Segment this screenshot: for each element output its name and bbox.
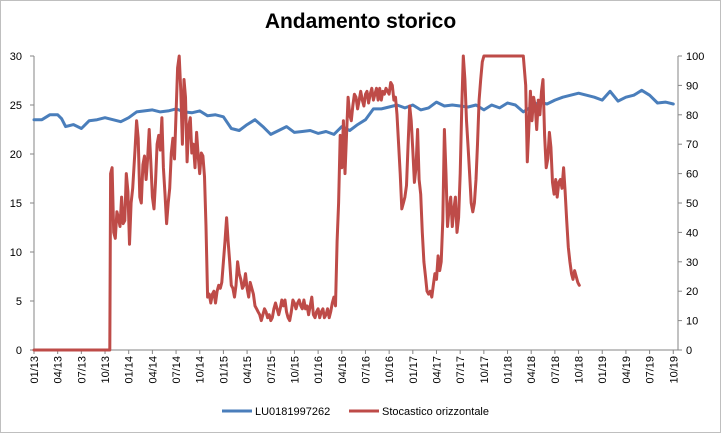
left-y-tick-label: 30 [10, 51, 22, 63]
x-tick-label: 07/13 [76, 356, 88, 384]
x-tick-label: 01/14 [124, 356, 136, 384]
x-tick-label: 07/16 [360, 356, 372, 384]
x-tick-label: 10/14 [195, 356, 207, 384]
right-y-tick-label: 10 [686, 316, 698, 328]
x-tick-label: 07/18 [550, 356, 562, 384]
series-line-stocastico-orizzontale [32, 54, 581, 352]
chart-title: Andamento storico [264, 10, 457, 33]
x-tick-label: 04/13 [53, 356, 65, 384]
x-tick-label: 04/18 [526, 356, 538, 384]
x-tick-label: 10/19 [668, 356, 680, 384]
x-tick-label: 10/13 [100, 356, 112, 384]
x-tick-label: 07/17 [455, 356, 467, 384]
x-tick-label: 01/18 [503, 356, 515, 384]
x-tick-label: 01/15 [218, 356, 230, 384]
left-y-tick-label: 0 [16, 345, 22, 357]
left-y-tick-label: 15 [10, 198, 22, 210]
right-y-tick-label: 80 [686, 110, 698, 122]
x-tick-label: 04/19 [621, 356, 633, 384]
x-tick-label: 01/16 [313, 356, 325, 384]
right-y-tick-label: 60 [686, 169, 698, 181]
x-tick-label: 10/18 [574, 356, 586, 384]
right-y-tick-label: 100 [686, 51, 704, 63]
right-y-tick-label: 50 [686, 198, 698, 210]
x-tick-label: 01/19 [597, 356, 609, 384]
right-y-tick-label: 0 [686, 345, 692, 357]
x-tick-label: 01/17 [408, 356, 420, 384]
x-tick-label: 04/15 [242, 356, 254, 384]
right-y-tick-label: 90 [686, 80, 698, 92]
right-y-tick-label: 70 [686, 139, 698, 151]
x-tick-label: 04/14 [147, 356, 159, 384]
x-tick-label: 10/15 [289, 356, 301, 384]
x-tick-label: 10/17 [479, 356, 491, 384]
right-y-tick-label: 20 [686, 286, 698, 298]
x-tick-label: 10/16 [384, 356, 396, 384]
left-y-tick-label: 5 [16, 296, 22, 308]
x-tick-label: 07/19 [645, 356, 657, 384]
x-tick-label: 01/13 [29, 356, 41, 384]
right-y-tick-label: 40 [686, 227, 698, 239]
legend-entry: LU0181997262 [255, 406, 330, 418]
series-line-lu0181997262 [32, 88, 675, 136]
x-tick-label: 07/15 [266, 356, 278, 384]
x-tick-label: 07/14 [171, 356, 183, 384]
left-y-tick-label: 20 [10, 149, 22, 161]
x-tick-label: 04/17 [432, 356, 444, 384]
legend-entry: Stocastico orizzontale [382, 406, 489, 418]
x-tick-label: 04/16 [337, 356, 349, 384]
left-y-tick-label: 10 [10, 247, 22, 259]
left-y-tick-label: 25 [10, 100, 22, 112]
right-y-tick-label: 30 [686, 257, 698, 269]
